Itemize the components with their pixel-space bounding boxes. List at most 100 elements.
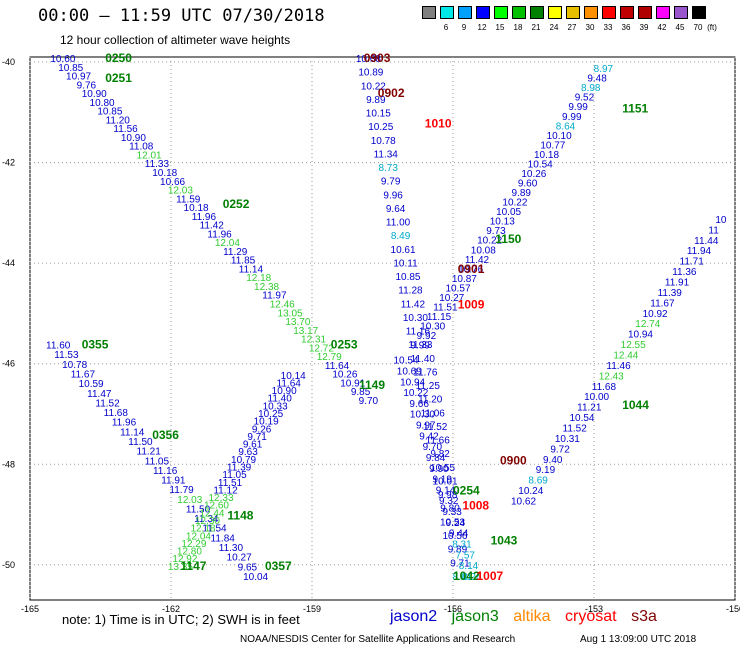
- lon-tick-label: -159: [303, 604, 321, 614]
- wave-height-reading: 12.55: [621, 340, 646, 351]
- wave-height-reading: 10.60: [50, 54, 75, 65]
- lat-tick-label: -44: [2, 258, 15, 268]
- wave-height-reading: 11.21: [577, 403, 602, 414]
- wave-height-reading: 11.60: [46, 341, 71, 352]
- wave-height-reading: 10.79: [231, 455, 256, 466]
- wave-height-reading: 9.92: [417, 331, 437, 342]
- wave-height-reading: 9.63: [238, 447, 258, 458]
- wave-height-reading: 9.89: [366, 95, 386, 106]
- wave-height-reading: 11.39: [227, 462, 252, 473]
- colorbar-label: 42: [657, 23, 667, 32]
- wave-height-reading: 12.30: [195, 516, 220, 527]
- wave-height-reading: 11.20: [418, 395, 443, 406]
- wave-height-reading: 11.25: [416, 381, 441, 392]
- pass-time-label: 0901: [458, 262, 485, 276]
- wave-height-reading: 9.33: [442, 507, 462, 518]
- wave-height-reading: 9.97: [416, 421, 436, 432]
- colorbar-swatch: [476, 6, 490, 19]
- wave-height-reading: 11.56: [113, 124, 138, 135]
- wave-height-reading: 9.52: [575, 93, 595, 104]
- wave-height-reading: 11.91: [161, 476, 186, 487]
- wave-height-reading: 10.08: [471, 245, 496, 256]
- lat-tick-label: -42: [2, 158, 15, 168]
- wave-height-reading: 11.47: [87, 389, 112, 400]
- wave-height-reading: 10.26: [332, 370, 357, 381]
- wave-height-reading: 10.66: [160, 177, 185, 188]
- wave-height-reading: 9.65: [238, 562, 258, 573]
- wave-height-reading: 8.14: [459, 561, 479, 572]
- wave-height-reading: 10.97: [66, 72, 91, 83]
- wave-height-reading: 11.52: [95, 398, 120, 409]
- lat-tick-label: -46: [2, 359, 15, 369]
- wave-height-reading: 11.40: [268, 394, 293, 405]
- wave-height-reading: 10.78: [62, 360, 87, 371]
- wave-height-reading: 10.18: [534, 150, 559, 161]
- wave-height-reading: 11.67: [650, 298, 675, 309]
- wave-height-reading: 10.19: [254, 417, 279, 428]
- wave-height-reading: 9.14: [436, 485, 456, 496]
- wave-height-reading: 12.60: [204, 501, 229, 512]
- wave-height-reading: 10.14: [281, 371, 306, 382]
- colorbar-label: 70: [693, 23, 703, 32]
- pass-time-label: 1009: [458, 297, 485, 311]
- colorbar-swatch: [548, 6, 562, 19]
- lon-tick-label: -156: [444, 604, 462, 614]
- wave-height-reading: 10.33: [263, 401, 288, 412]
- pass-time-label: 1151: [622, 101, 648, 115]
- pass-time-label: 0900: [500, 453, 527, 467]
- satellite-altika: altika: [513, 608, 551, 625]
- wave-height-reading: 12.38: [254, 282, 279, 293]
- wave-height-reading: 11.51: [218, 478, 243, 489]
- wave-height-reading: 10.68: [356, 54, 381, 65]
- wave-height-reading: 10.04: [243, 572, 268, 583]
- pass-time-label: 1043: [491, 534, 518, 548]
- colorbar-unit: (ft): [707, 23, 717, 32]
- wave-height-reading: 12.44: [613, 350, 638, 361]
- wave-height-reading: 9.96: [383, 190, 403, 201]
- wave-height-reading: 11.96: [112, 418, 137, 429]
- wave-height-reading: 9.42: [419, 431, 439, 442]
- wave-height-reading: 11.14: [239, 264, 264, 275]
- wave-height-reading: 11.79: [169, 485, 194, 496]
- wave-height-reading: 10.91: [340, 378, 365, 389]
- wave-height-reading: 10.85: [58, 63, 83, 74]
- wave-height-reading: 11.39: [658, 288, 683, 299]
- wave-height-reading: 11.20: [106, 115, 131, 126]
- map-title: 00:00 – 11:59 UTC 07/30/2018: [38, 6, 325, 26]
- pass-time-label: 1010: [425, 116, 452, 130]
- wave-height-reading: 9.80: [440, 504, 460, 515]
- wave-height-reading: 10.30: [420, 322, 445, 333]
- wave-height-reading: 10.22: [502, 198, 527, 209]
- footer-note: note: 1) Time is in UTC; 2) SWH is in fe…: [62, 612, 300, 627]
- wave-height-reading: 11.33: [408, 340, 433, 351]
- lat-tick-label: -50: [2, 560, 15, 570]
- wave-height-reading: 9.44: [449, 529, 469, 540]
- wave-height-reading: 8.31: [452, 539, 472, 550]
- wave-height-reading: 10.01: [433, 476, 458, 487]
- pass-time-label: 0903: [364, 51, 391, 65]
- wave-height-reading: 10.78: [371, 136, 396, 147]
- wave-height-reading: 10.94: [400, 377, 425, 388]
- pass-time-label: 1008: [462, 499, 489, 513]
- wave-height-reading: 11.42: [465, 255, 490, 266]
- wave-height-reading: 11.96: [192, 212, 217, 223]
- wave-height-reading: 11.50: [128, 437, 153, 448]
- colorbar-label: 36: [621, 23, 631, 32]
- colorbar-label: 9: [461, 23, 467, 32]
- wave-height-reading: 9.32: [439, 496, 459, 507]
- wave-height-reading: 10.54: [528, 159, 553, 170]
- wave-height-reading: 11.00: [386, 218, 411, 229]
- wave-height-reading: 11.84: [211, 533, 236, 544]
- colorbar-swatch: [638, 6, 652, 19]
- colorbar-label: 45: [675, 23, 685, 32]
- pass-time-label: 1007: [477, 569, 504, 583]
- pass-time-label: 0251: [105, 71, 132, 85]
- wave-height-reading: 9.79: [381, 177, 401, 188]
- wave-height-reading: 10.25: [258, 409, 283, 420]
- colorbar-label: 12: [477, 23, 487, 32]
- wave-height-reading: 11.40: [411, 354, 436, 365]
- colorbar-swatch: [494, 6, 508, 19]
- wave-height-reading: 9.99: [562, 112, 582, 123]
- wave-height-reading: 11.76: [413, 367, 438, 378]
- wave-height-reading: 9.64: [386, 204, 406, 215]
